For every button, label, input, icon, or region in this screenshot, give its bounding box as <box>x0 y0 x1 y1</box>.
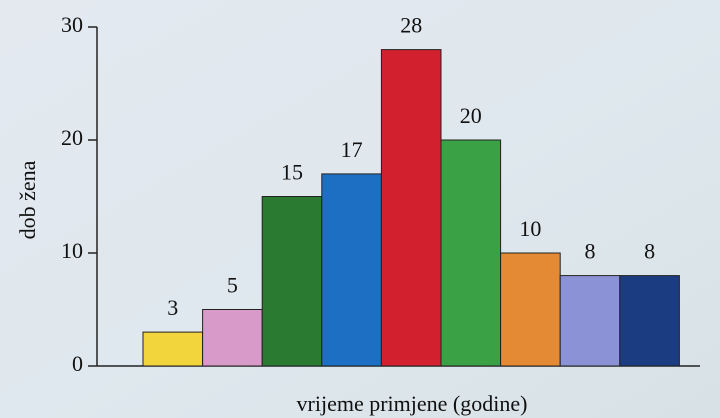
bar <box>142 331 204 367</box>
data-label: 17 <box>341 137 363 162</box>
data-label: 3 <box>167 295 178 320</box>
bar <box>440 139 502 367</box>
bar <box>261 196 323 367</box>
y-tick-label: 20 <box>61 125 83 150</box>
data-label: 8 <box>585 239 596 264</box>
bar <box>321 173 382 367</box>
y-tick-label: 30 <box>61 12 83 37</box>
bar <box>619 275 680 367</box>
data-label: 28 <box>400 13 422 38</box>
bar <box>500 252 561 367</box>
y-tick-label: 10 <box>61 238 83 263</box>
data-label: 5 <box>227 273 238 298</box>
bar <box>559 275 621 367</box>
bar <box>380 49 442 367</box>
bar <box>202 309 263 367</box>
data-label: 15 <box>281 160 303 185</box>
y-tick-label: 0 <box>72 351 83 376</box>
data-label: 10 <box>519 216 541 241</box>
data-label: 20 <box>460 103 482 128</box>
y-axis-label: dob žena <box>15 160 40 239</box>
data-label: 8 <box>644 239 655 264</box>
x-axis-label: vrijeme primjene (godine) <box>297 391 528 416</box>
